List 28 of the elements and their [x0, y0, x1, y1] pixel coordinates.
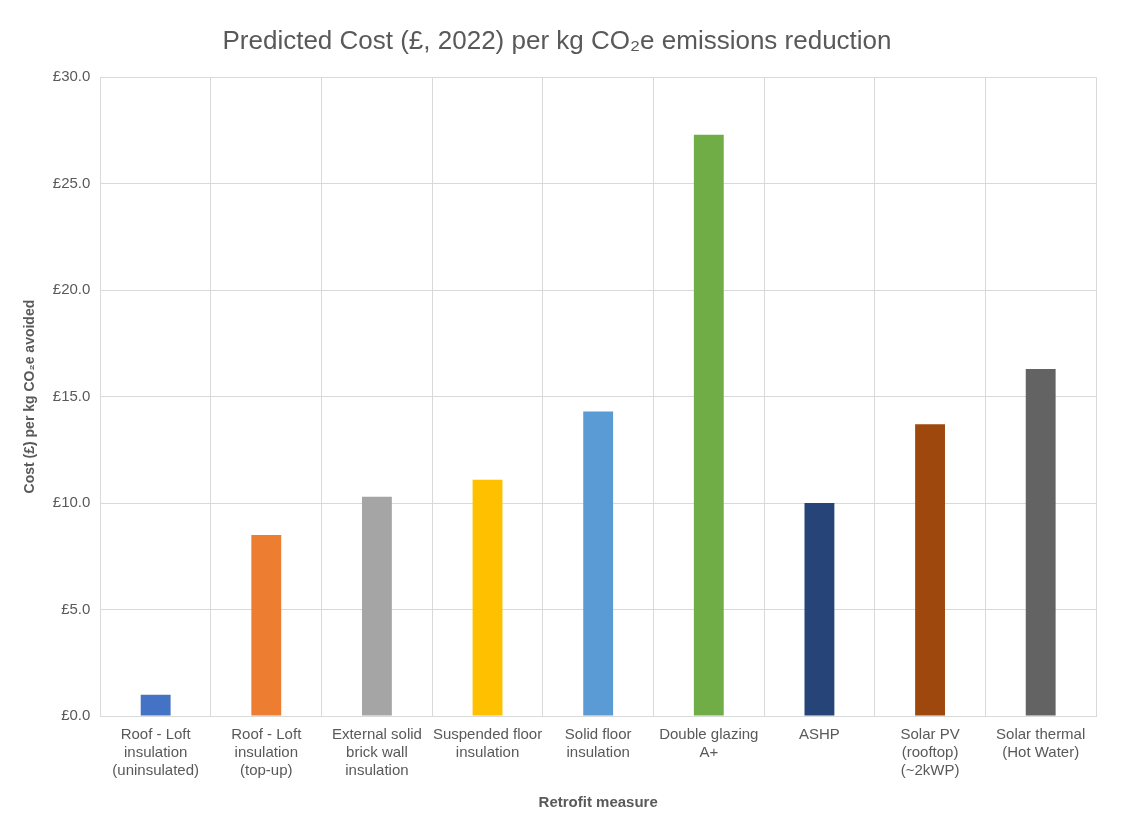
y-tick-label: £5.0 [61, 599, 91, 617]
y-tick-label: £20.0 [52, 280, 91, 298]
bar [140, 694, 171, 716]
bar [1025, 368, 1056, 716]
bar [693, 134, 724, 716]
x-tick-label: Solar thermal (Hot Water) [996, 725, 1086, 761]
y-tick-label: £10.0 [52, 493, 91, 511]
x-tick-label: ASHP [799, 725, 840, 743]
x-tick-label: Solid floor insulation [564, 725, 632, 761]
y-tick-label: £0.0 [61, 706, 91, 724]
y-tick-label: £25.0 [52, 173, 91, 191]
y-tick-label: £30.0 [52, 67, 91, 85]
bar [915, 424, 945, 716]
x-tick-label: Solar PV (rooftop) (~2kWP) [900, 725, 960, 779]
y-tick-label: £15.0 [52, 386, 91, 404]
bar [472, 479, 503, 716]
x-tick-label: Roof - Loft insulation (top-up) [231, 725, 303, 779]
x-tick-label: Roof - Loft insulation (uninsulated) [112, 725, 200, 779]
bar [251, 535, 282, 716]
bar [804, 503, 835, 716]
bar [583, 411, 614, 716]
x-tick-label: Double glazing A+ [659, 725, 759, 761]
bar [361, 496, 392, 716]
chart-title: Predicted Cost (£, 2022) per kg CO₂e emissions reduction [222, 24, 892, 55]
x-tick-label: External solid brick wall insulation [331, 725, 422, 779]
x-axis-title: Retrofit measure [538, 793, 658, 811]
x-tick-label: Suspended floor insulation [432, 725, 543, 761]
y-axis-title: Cost (£) per kg CO₂e avoided [21, 299, 38, 494]
